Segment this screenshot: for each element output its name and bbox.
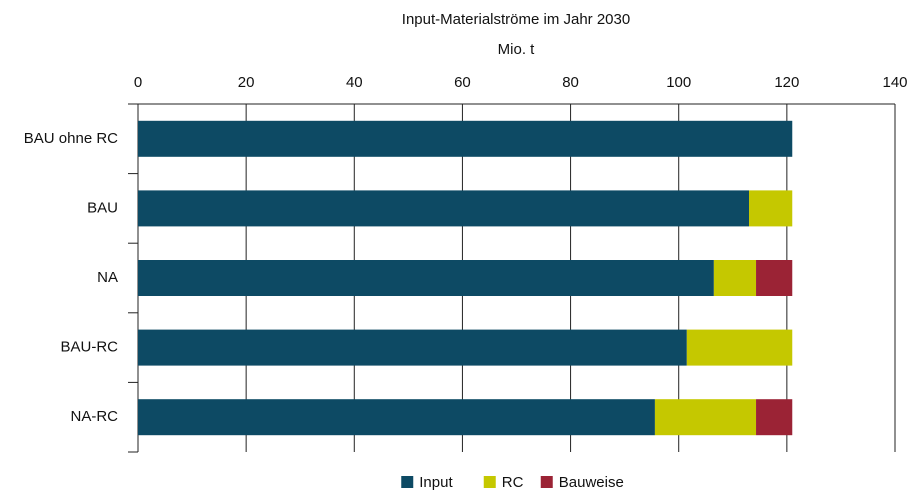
bar-segment <box>686 329 793 366</box>
bar-segment <box>138 190 750 227</box>
legend-label: RC <box>502 474 524 491</box>
x-tick-label: 40 <box>346 74 363 91</box>
legend-label: Bauweise <box>559 474 624 491</box>
bar-segment <box>756 260 793 296</box>
bar-segment <box>138 260 714 296</box>
legend-swatch <box>540 476 553 488</box>
legend-swatch <box>401 476 414 488</box>
y-tick-label: NA <box>97 269 118 286</box>
chart-title: Input-Materialströme im Jahr 2030 <box>402 11 630 28</box>
y-tick-label: BAU ohne RC <box>24 130 118 147</box>
bar-segment <box>756 399 793 436</box>
y-tick-label: BAU-RC <box>60 339 118 356</box>
bar-segment <box>713 260 757 296</box>
x-tick-label: 60 <box>454 74 471 91</box>
bar-segment <box>138 399 655 436</box>
x-tick-label: 20 <box>238 74 255 91</box>
bar-segment <box>654 399 757 436</box>
bar-segment <box>749 190 793 227</box>
x-tick-label: 140 <box>882 74 907 91</box>
legend-swatch <box>483 476 496 488</box>
bar-segment <box>138 120 793 157</box>
y-tick-label: NA-RC <box>71 408 119 425</box>
x-tick-label: 120 <box>774 74 799 91</box>
x-axis-label: Mio. t <box>498 41 536 58</box>
legend-label: Input <box>419 474 453 491</box>
x-tick-label: 0 <box>134 74 142 91</box>
bar-segment <box>138 329 687 366</box>
y-tick-label: BAU <box>87 199 118 216</box>
x-tick-label: 80 <box>562 74 579 91</box>
x-tick-label: 100 <box>666 74 691 91</box>
